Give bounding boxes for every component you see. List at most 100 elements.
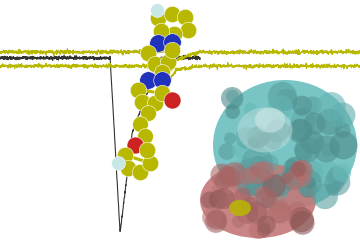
- Ellipse shape: [211, 184, 223, 196]
- Ellipse shape: [250, 219, 270, 239]
- Ellipse shape: [247, 126, 269, 149]
- Ellipse shape: [333, 163, 351, 182]
- Ellipse shape: [296, 170, 322, 196]
- Ellipse shape: [205, 210, 227, 233]
- Ellipse shape: [298, 160, 323, 185]
- Ellipse shape: [247, 162, 269, 184]
- Point: [169, 40, 175, 44]
- Ellipse shape: [209, 190, 229, 209]
- Point: [159, 78, 165, 82]
- Ellipse shape: [255, 161, 274, 180]
- Ellipse shape: [282, 167, 299, 185]
- Ellipse shape: [226, 90, 239, 103]
- Ellipse shape: [210, 163, 233, 186]
- Ellipse shape: [248, 221, 266, 239]
- Ellipse shape: [221, 87, 243, 109]
- Ellipse shape: [257, 132, 270, 145]
- Point: [155, 41, 161, 45]
- Ellipse shape: [291, 162, 306, 177]
- Ellipse shape: [232, 215, 245, 228]
- Point: [158, 29, 164, 33]
- Point: [159, 91, 165, 95]
- Point: [155, 16, 161, 20]
- Ellipse shape: [268, 82, 297, 111]
- Ellipse shape: [314, 160, 339, 185]
- Ellipse shape: [270, 203, 291, 223]
- Ellipse shape: [234, 156, 261, 184]
- Ellipse shape: [291, 209, 306, 224]
- Ellipse shape: [225, 193, 242, 210]
- Ellipse shape: [292, 96, 312, 115]
- Point: [169, 12, 175, 16]
- Point: [137, 170, 143, 174]
- Point: [159, 70, 165, 74]
- Ellipse shape: [268, 95, 293, 120]
- Ellipse shape: [257, 223, 271, 237]
- Ellipse shape: [284, 170, 305, 190]
- Ellipse shape: [222, 162, 247, 186]
- Ellipse shape: [257, 216, 276, 234]
- Ellipse shape: [237, 158, 262, 183]
- Ellipse shape: [303, 176, 316, 189]
- Ellipse shape: [265, 133, 282, 150]
- Ellipse shape: [213, 188, 235, 209]
- Ellipse shape: [266, 119, 289, 143]
- Ellipse shape: [313, 135, 340, 162]
- Ellipse shape: [241, 197, 258, 214]
- Ellipse shape: [206, 210, 227, 230]
- Ellipse shape: [291, 108, 316, 133]
- Ellipse shape: [290, 119, 313, 142]
- Ellipse shape: [200, 162, 316, 238]
- Ellipse shape: [281, 172, 293, 184]
- Ellipse shape: [327, 166, 348, 187]
- Point: [169, 98, 175, 102]
- Point: [145, 111, 151, 115]
- Ellipse shape: [224, 132, 236, 144]
- Ellipse shape: [324, 169, 350, 196]
- Point: [152, 62, 158, 66]
- Ellipse shape: [255, 108, 285, 132]
- Ellipse shape: [234, 188, 251, 205]
- Ellipse shape: [242, 146, 273, 177]
- Ellipse shape: [240, 168, 256, 185]
- Ellipse shape: [274, 197, 288, 211]
- Ellipse shape: [325, 174, 344, 193]
- Ellipse shape: [292, 160, 313, 180]
- Ellipse shape: [229, 200, 251, 216]
- Ellipse shape: [201, 192, 219, 209]
- Point: [145, 51, 151, 55]
- Ellipse shape: [330, 102, 355, 128]
- Ellipse shape: [256, 178, 287, 209]
- Ellipse shape: [312, 184, 338, 209]
- Ellipse shape: [260, 191, 278, 208]
- Ellipse shape: [219, 143, 235, 160]
- Ellipse shape: [331, 113, 346, 127]
- Ellipse shape: [227, 198, 242, 212]
- Ellipse shape: [223, 175, 237, 188]
- Ellipse shape: [276, 89, 297, 110]
- Point: [137, 122, 143, 126]
- Ellipse shape: [221, 167, 240, 186]
- Ellipse shape: [244, 167, 274, 196]
- Point: [165, 60, 171, 64]
- Ellipse shape: [294, 137, 320, 162]
- Ellipse shape: [225, 104, 240, 119]
- Point: [132, 143, 138, 147]
- Ellipse shape: [268, 173, 292, 197]
- Ellipse shape: [298, 173, 311, 186]
- Ellipse shape: [218, 166, 236, 184]
- Ellipse shape: [335, 123, 351, 138]
- Ellipse shape: [249, 166, 259, 176]
- Point: [182, 15, 188, 19]
- Ellipse shape: [248, 137, 259, 149]
- Point: [169, 48, 175, 52]
- Ellipse shape: [283, 159, 300, 177]
- Point: [145, 78, 151, 82]
- Ellipse shape: [232, 143, 247, 159]
- Point: [125, 166, 131, 170]
- Ellipse shape: [291, 211, 315, 235]
- Ellipse shape: [299, 180, 318, 198]
- Ellipse shape: [248, 156, 269, 177]
- Ellipse shape: [250, 171, 265, 185]
- Ellipse shape: [236, 167, 265, 196]
